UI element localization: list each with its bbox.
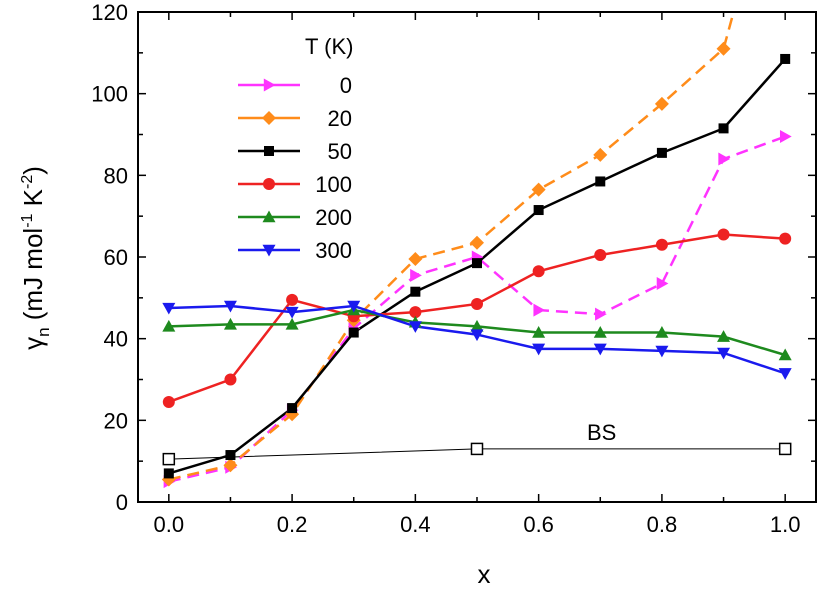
data-point (594, 248, 607, 261)
legend: 0 20 50 100 200 300 (238, 73, 352, 263)
y-tick-label: 40 (104, 327, 128, 352)
y-axis-title-exponent-2: -2 (19, 175, 36, 189)
data-point (347, 300, 361, 313)
data-point (532, 326, 546, 338)
y-tick-label: 100 (91, 82, 128, 107)
data-point (162, 302, 176, 315)
y-tick-label: 60 (104, 245, 128, 270)
data-point (595, 307, 607, 321)
x-tick-label: 0.6 (523, 512, 554, 537)
data-point (470, 235, 484, 250)
legend-marker (262, 244, 276, 257)
data-point (532, 265, 545, 278)
data-point (655, 238, 668, 251)
x-tick-label: 0.8 (647, 512, 678, 537)
data-point (470, 329, 484, 342)
data-point (656, 147, 667, 158)
data-point (410, 268, 422, 282)
data-point (471, 297, 483, 310)
data-point (223, 458, 238, 473)
data-point (410, 286, 421, 297)
legend-label: 50 (328, 139, 352, 164)
legend-marker (262, 210, 276, 223)
x-tick-label: 1.0 (770, 512, 801, 537)
data-point (593, 147, 608, 162)
legend-marker (263, 78, 276, 92)
data-point (656, 277, 669, 291)
data-point (472, 258, 482, 269)
data-point (717, 330, 731, 342)
data-point (348, 327, 359, 338)
data-point (717, 347, 731, 360)
data-point (593, 343, 607, 356)
y-tick-label: 120 (91, 0, 128, 25)
y-axis-title-close: ) (18, 166, 48, 175)
data-point (470, 319, 484, 332)
legend-label: 200 (315, 205, 352, 230)
data-point (224, 373, 237, 386)
data-point (285, 306, 299, 319)
data-point (163, 468, 174, 479)
y-axis-title-units: (mJ mol (18, 228, 48, 328)
legend-label: 100 (315, 172, 352, 197)
data-point (718, 123, 729, 134)
data-point (778, 368, 792, 380)
legend-label: 20 (328, 106, 352, 131)
data-point (778, 348, 792, 361)
y-tick-label: 20 (104, 408, 128, 433)
data-point (533, 205, 544, 216)
y-tick-label: 0 (116, 490, 128, 515)
data-point (162, 319, 176, 332)
data-point (655, 326, 669, 338)
y-axis-title-subscript: n (34, 327, 53, 336)
data-point (655, 345, 669, 358)
x-tick-label: 0.0 (154, 512, 185, 537)
data-point (409, 306, 422, 319)
data-point (718, 152, 731, 166)
series-line (168, 12, 735, 481)
data-point (223, 300, 237, 313)
reference-point (162, 452, 176, 466)
reference-point (778, 442, 792, 456)
x-tick-label: 0.2 (277, 512, 308, 537)
data-point (595, 176, 606, 187)
legend-marker (263, 178, 275, 190)
data-point (654, 96, 669, 111)
data-point (287, 403, 298, 414)
axes: 0.0 0.2 0.4 0.6 0.8 1.0 0 20 40 60 80 100 120 (91, 0, 816, 537)
data-point (285, 317, 299, 330)
data-point (716, 41, 731, 56)
data-point (779, 130, 792, 144)
legend-marker (262, 111, 276, 125)
x-axis-title: x (478, 559, 491, 589)
y-axis-title-symbol: γ (18, 337, 48, 350)
legend-label: 300 (315, 238, 352, 263)
data-point (225, 450, 236, 461)
plot-markers (161, 41, 792, 489)
data-point (531, 182, 546, 197)
reference-label: BS (587, 420, 616, 445)
y-axis-title: γn (mJ mol-1 K-2) (18, 166, 53, 350)
data-point (779, 232, 792, 245)
reference-point (470, 442, 484, 456)
legend-marker (264, 146, 274, 156)
data-point (593, 326, 607, 338)
data-point (223, 317, 237, 330)
legend-title: T (K) (305, 34, 353, 59)
data-point (717, 228, 730, 241)
data-point (408, 252, 423, 267)
data-point (162, 395, 175, 408)
y-axis-title-units-k: K (18, 188, 48, 213)
data-point (532, 343, 546, 356)
data-point (780, 53, 791, 64)
data-point (408, 321, 422, 333)
y-tick-label: 80 (104, 163, 128, 188)
legend-label: 0 (340, 73, 352, 98)
data-point (533, 303, 546, 317)
x-tick-label: 0.4 (400, 512, 431, 537)
data-point (286, 293, 299, 306)
y-axis-title-exponent-1: -1 (19, 213, 36, 227)
